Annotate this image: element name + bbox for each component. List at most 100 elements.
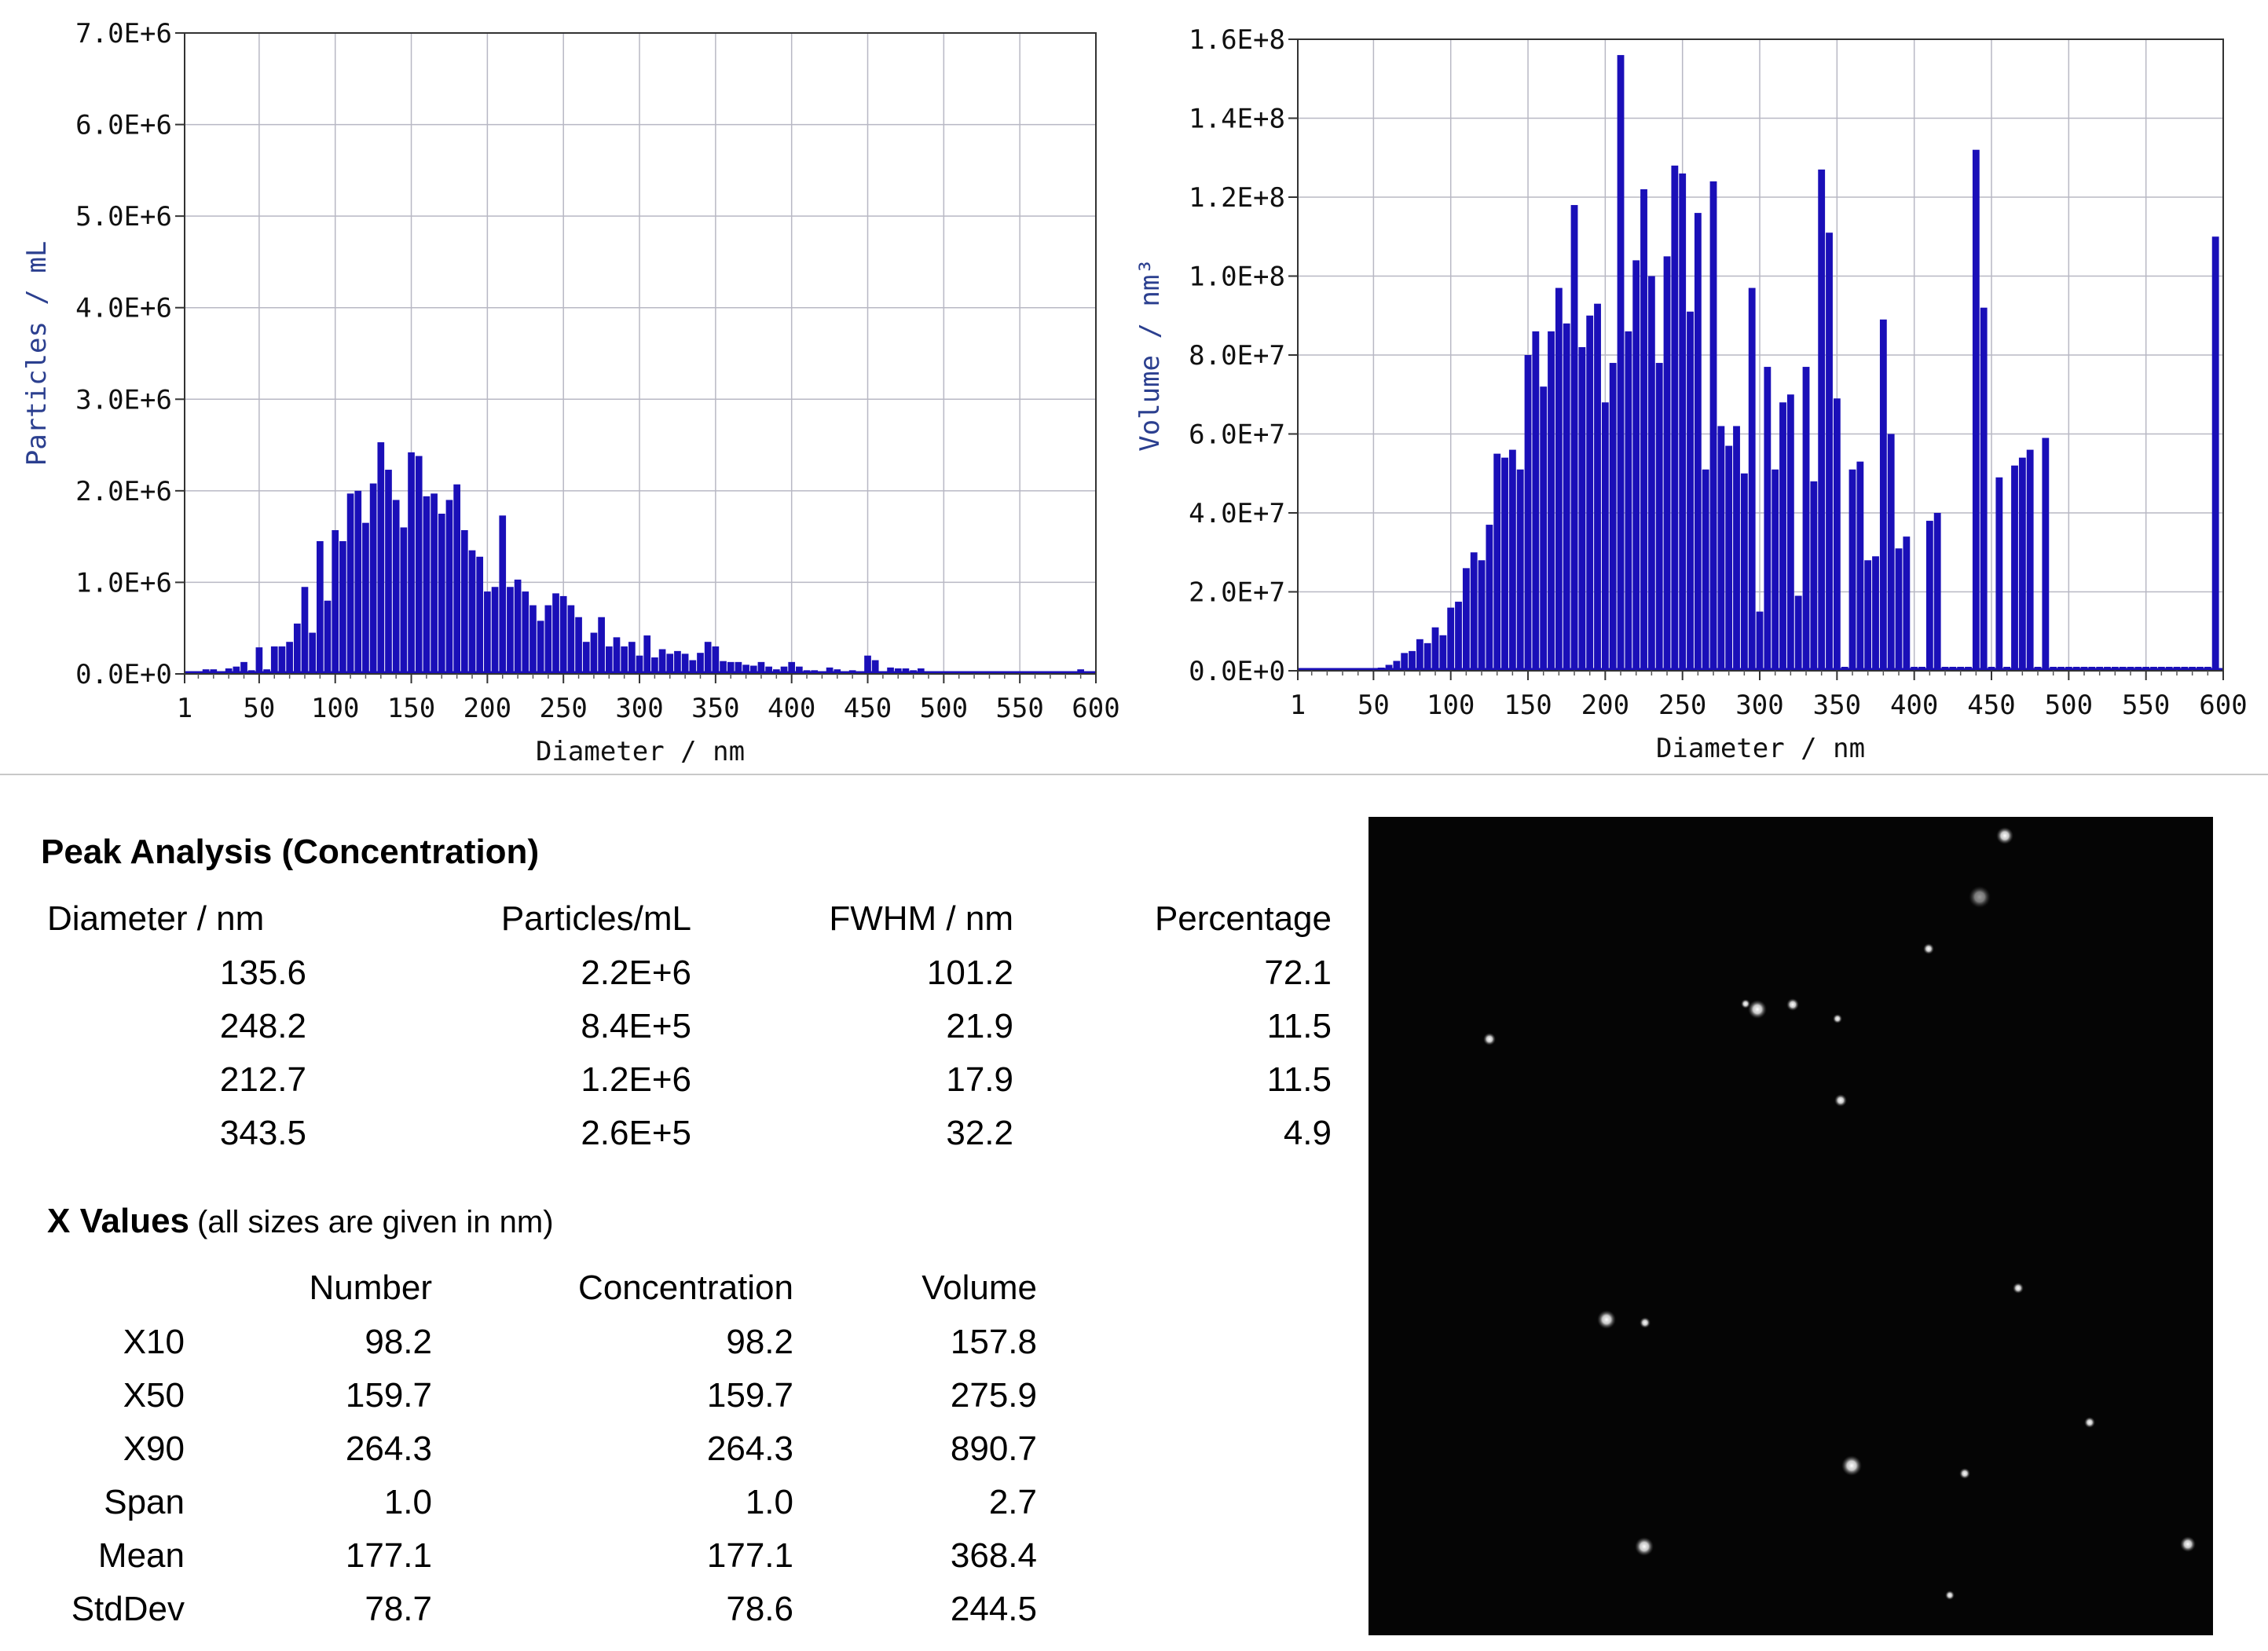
histogram-bar (2026, 449, 2034, 671)
histogram-bar (476, 556, 484, 674)
histogram-bar (841, 671, 848, 674)
table-cell: 1.0 (745, 1483, 793, 1521)
histogram-bar (1084, 672, 1092, 674)
y-tick-label: 2.0E+7 (1189, 577, 1285, 609)
table-cell: 890.7 (950, 1430, 1037, 1468)
histogram-bar (2104, 666, 2111, 671)
y-tick-label: 5.0E+6 (75, 201, 172, 232)
histogram-bar (1401, 653, 1409, 671)
peak-analysis-title: Peak Analysis (Concentration) (41, 833, 540, 871)
histogram-bar (772, 669, 780, 674)
histogram-bar (1578, 346, 1586, 671)
histogram-bar (1016, 672, 1024, 674)
table-cell: 244.5 (950, 1590, 1037, 1628)
x-tick-label: 500 (920, 693, 968, 724)
histogram-bar (978, 672, 986, 674)
histogram-bar (1841, 666, 1848, 671)
histogram-bar (1826, 232, 1833, 672)
histogram-bar (1895, 548, 1903, 671)
histogram-bar (1501, 457, 1508, 671)
histogram-bar (704, 642, 712, 674)
histogram-bar (1694, 213, 1702, 672)
y-axis-label: Volume / nm³ (1134, 258, 1166, 452)
histogram-bar (1455, 602, 1462, 671)
column-header: Concentration (578, 1268, 793, 1307)
histogram-bar (613, 637, 621, 674)
row-label: StdDev (71, 1590, 185, 1628)
table-cell: 78.6 (726, 1590, 793, 1628)
histogram-bar (2173, 666, 2181, 671)
histogram-bar (453, 484, 460, 674)
histogram-bar (986, 672, 993, 674)
histogram-bar (2080, 666, 2088, 671)
histogram-bar (2157, 666, 2165, 671)
table-cell: 1.0 (383, 1483, 432, 1521)
x-tick-label: 150 (1504, 690, 1552, 721)
y-tick-label: 0.0E+0 (75, 659, 172, 690)
y-tick-label: 3.0E+6 (75, 384, 172, 415)
x-tick-label: 250 (539, 693, 587, 724)
histogram-bar (887, 667, 894, 674)
table-cell: 32.2 (946, 1114, 1013, 1152)
histogram-bar (1911, 666, 1918, 671)
histogram-bar (1024, 672, 1031, 674)
histogram-bar (666, 653, 674, 674)
histogram-bar (1702, 469, 1709, 671)
histogram-bar (270, 646, 278, 674)
histogram-bar (468, 550, 476, 674)
histogram-bar (1563, 323, 1570, 671)
histogram-bar (2072, 666, 2080, 671)
histogram-bar (1988, 666, 1995, 671)
histogram-bar (1810, 481, 1818, 671)
y-tick-label: 4.0E+7 (1189, 498, 1285, 529)
x-tick-label: 100 (1427, 690, 1475, 721)
histogram-bar (1617, 55, 1625, 672)
histogram-bar (1447, 607, 1455, 671)
histogram-bar (1625, 331, 1632, 671)
histogram-bar (910, 670, 917, 674)
histogram-bar (438, 514, 445, 674)
histogram-bar (651, 657, 658, 674)
histogram-bar (2065, 666, 2072, 671)
y-tick-label: 2.0E+6 (75, 476, 172, 507)
histogram-bar (621, 646, 628, 674)
table-row: X50 159.7 159.7 275.9 (47, 1369, 1037, 1422)
histogram-bar (628, 642, 636, 674)
y-tick-label: 8.0E+7 (1189, 340, 1285, 372)
histogram-bar (757, 661, 765, 674)
histogram-bar (1570, 205, 1578, 671)
table-cell: 368.4 (950, 1536, 1037, 1575)
histogram-bar (2134, 666, 2142, 671)
histogram-bar (1786, 394, 1794, 671)
x-tick-label: 400 (1890, 690, 1938, 721)
table-cell: 177.1 (345, 1536, 432, 1575)
histogram-bar (1856, 461, 1864, 671)
histogram-bar (507, 587, 514, 674)
histogram-bar (1540, 386, 1548, 671)
histogram-bar (1640, 189, 1647, 671)
histogram-bar (309, 632, 317, 674)
column-header: FWHM / nm (829, 899, 1013, 938)
column-header: Particles/mL (500, 899, 691, 938)
histogram-bar (445, 500, 453, 674)
histogram-bar (1039, 672, 1046, 674)
y-tick-label: 1.0E+6 (75, 567, 172, 599)
histogram-bar (1903, 536, 1911, 671)
x-tick-label: 350 (1813, 690, 1861, 721)
histogram-bar (247, 670, 255, 674)
table-cell: 78.7 (365, 1590, 432, 1628)
histogram-bar (392, 500, 400, 674)
column-header: Diameter / nm (47, 899, 265, 938)
histogram-bar (879, 671, 887, 674)
histogram-bar (970, 672, 978, 674)
histogram-bar (1416, 639, 1423, 671)
histogram-bar (917, 668, 925, 674)
histogram-bar (582, 642, 590, 674)
table-row: 343.5 2.6E+5 32.2 4.9 (47, 1107, 1332, 1160)
table-cell: 17.9 (946, 1060, 1013, 1099)
histogram-bar (2197, 666, 2204, 671)
histogram-bar (1687, 311, 1694, 671)
table-row: 248.2 8.4E+5 21.9 11.5 (47, 1000, 1332, 1053)
histogram-bar (218, 671, 225, 674)
x-tick-label: 200 (463, 693, 511, 724)
